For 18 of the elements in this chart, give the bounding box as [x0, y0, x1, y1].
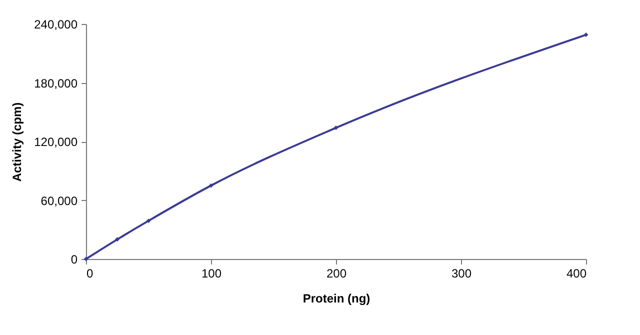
- x-tick-label: 200: [326, 266, 347, 280]
- y-tick-label: 60,000: [40, 194, 78, 208]
- y-tick-label: 0: [70, 252, 78, 266]
- point: [115, 237, 120, 242]
- point: [334, 126, 338, 130]
- point: [146, 218, 151, 224]
- x-axis-title: Protein (ng): [302, 292, 370, 306]
- y-tick-label: 240,000: [34, 18, 78, 32]
- y-tick-label: 180,000: [34, 76, 78, 90]
- y-tick-label: 120,000: [34, 135, 78, 149]
- x-tick-label: 300: [451, 266, 472, 280]
- x-tick-label: 100: [201, 266, 222, 280]
- y-axis-title: Activity (cpm): [10, 102, 24, 182]
- point: [584, 32, 588, 38]
- point: [84, 256, 88, 262]
- x-tick-label: 400: [566, 266, 587, 280]
- point: [208, 183, 214, 188]
- x-tick-label: 0: [86, 266, 94, 280]
